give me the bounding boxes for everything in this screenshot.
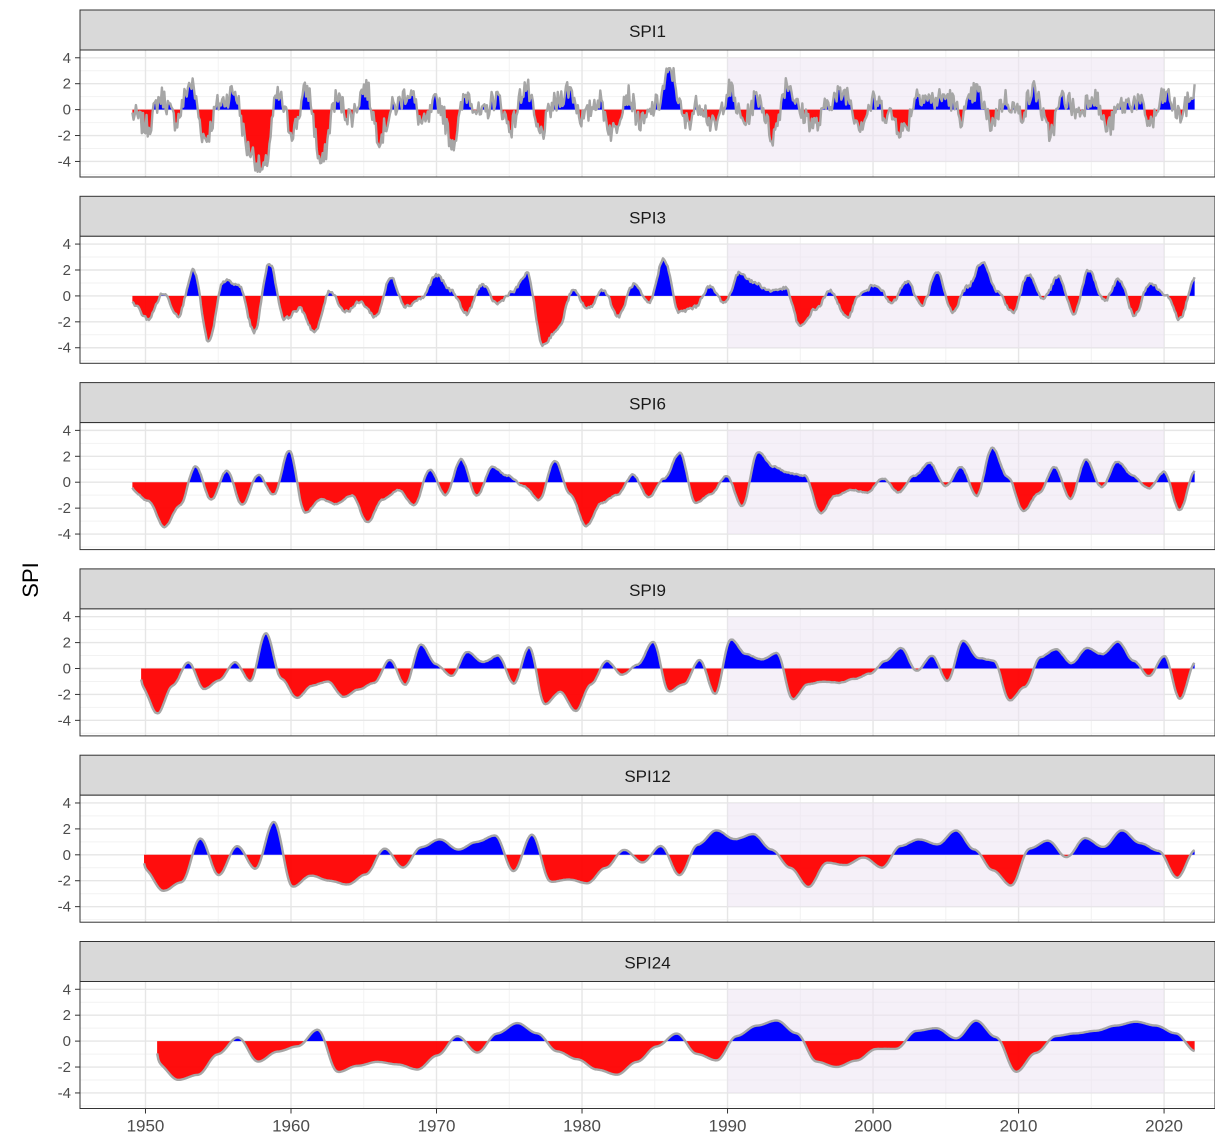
x-tick-label: 2000 — [854, 1117, 892, 1136]
x-tick-label: 1970 — [418, 1117, 456, 1136]
facet-label: SPI9 — [629, 581, 666, 600]
y-tick-label: 2 — [63, 76, 71, 93]
facet-strip — [79, 754, 1215, 796]
y-tick-label: -4 — [58, 899, 71, 916]
x-tick-label: 1960 — [272, 1117, 310, 1136]
y-axis: -4 -2 0 2 4 — [58, 236, 80, 357]
y-tick-label: 2 — [63, 1007, 71, 1024]
x-tick-label: 1980 — [563, 1117, 601, 1136]
y-tick-label: -2 — [58, 128, 71, 145]
facet-strip — [79, 9, 1215, 51]
positive-area — [188, 447, 1195, 483]
y-tick-label: 4 — [63, 422, 71, 439]
facet-strip — [79, 382, 1215, 424]
y-axis: -4 -2 0 2 4 — [58, 422, 80, 543]
x-tick-label: 1950 — [127, 1117, 165, 1136]
y-axis: -4 -2 0 2 4 — [58, 609, 80, 729]
y-tick-label: 2 — [63, 448, 71, 465]
negative-area — [157, 1041, 1195, 1080]
series-line-spi3 — [131, 257, 1196, 348]
series-area-spi24 — [157, 1020, 1195, 1080]
y-tick-label: 4 — [63, 795, 71, 812]
series-area-spi12 — [144, 821, 1195, 891]
series-line-spi6 — [131, 446, 1196, 529]
y-tick-label: 0 — [63, 847, 71, 864]
positive-area — [159, 258, 1195, 296]
panel-spi6: SPI6 -4 -2 0 2 4 — [58, 382, 1215, 551]
panel-border — [79, 794, 1215, 923]
y-tick-label: -4 — [58, 526, 71, 543]
y-tick-label: 2 — [63, 635, 71, 652]
y-tick-label: -4 — [58, 1085, 71, 1102]
y-tick-label: 4 — [63, 236, 71, 253]
x-tick-label: 2020 — [1145, 1117, 1183, 1136]
y-tick-label: 0 — [63, 474, 71, 491]
facet-label: SPI3 — [629, 208, 666, 227]
panel-spi24: SPI24 -4 -2 0 2 4 — [58, 941, 1215, 1109]
panel-border — [79, 235, 1215, 364]
positive-area — [183, 633, 1195, 669]
series-line-spi1 — [131, 66, 1196, 174]
negative-area — [144, 854, 1191, 891]
panel-spi1: SPI1 -4 -2 0 2 4 — [58, 9, 1215, 178]
negative-area — [132, 482, 1190, 528]
y-tick-label: -2 — [58, 873, 71, 890]
y-tick-label: 4 — [63, 50, 71, 67]
facet-label: SPI12 — [624, 767, 670, 786]
series-line-spi12 — [142, 820, 1196, 892]
facet-label: SPI1 — [629, 22, 666, 41]
facet-label: SPI24 — [624, 954, 670, 973]
y-tick-label: 4 — [63, 981, 71, 998]
y-tick-label: -2 — [58, 1059, 71, 1076]
y-tick-label: 0 — [63, 1033, 71, 1050]
positive-area — [192, 821, 1195, 855]
facet-strip — [79, 568, 1215, 610]
y-axis: -4 -2 0 2 4 — [58, 981, 80, 1102]
positive-area — [231, 1020, 1185, 1042]
y-tick-label: 2 — [63, 262, 71, 279]
y-tick-label: -2 — [58, 500, 71, 517]
y-tick-label: -4 — [58, 153, 71, 170]
series-line-spi24 — [155, 1019, 1196, 1082]
panel-border — [79, 608, 1215, 737]
series-area-spi6 — [132, 447, 1195, 528]
y-tick-label: 0 — [63, 661, 71, 678]
y-tick-label: 2 — [63, 821, 71, 838]
panel-border — [79, 49, 1215, 178]
y-axis: -4 -2 0 2 4 — [58, 795, 80, 916]
x-tick-label: 1990 — [709, 1117, 747, 1136]
y-tick-label: 0 — [63, 288, 71, 305]
panel-border — [79, 981, 1215, 1109]
y-tick-label: -4 — [58, 712, 71, 729]
panel-spi3: SPI3 -4 -2 0 2 4 — [58, 195, 1215, 364]
y-axis: -4 -2 0 2 4 — [58, 50, 80, 170]
panel-spi12: SPI12 -4 -2 0 2 4 — [58, 754, 1215, 923]
x-tick-label: 2010 — [1000, 1117, 1038, 1136]
facet-strip — [79, 195, 1215, 237]
y-axis-title: SPI — [18, 562, 43, 597]
y-tick-label: 0 — [63, 102, 71, 119]
x-axis: 1950 1960 1970 1980 1990 2000 2010 2020 — [127, 1108, 1183, 1136]
y-tick-label: -2 — [58, 686, 71, 703]
series-area-spi9 — [141, 633, 1195, 714]
series-line-spi9 — [139, 632, 1196, 715]
y-tick-label: -2 — [58, 314, 71, 331]
panel-border — [79, 422, 1215, 551]
panels-layer: SPI1-4-2024SPI3-4-2024SPI6-4-2024SPI9-4-… — [58, 9, 1215, 1109]
y-tick-label: 4 — [63, 609, 71, 626]
panel-spi9: SPI9 -4 -2 0 2 4 — [58, 568, 1215, 737]
facet-strip — [79, 941, 1215, 982]
y-tick-label: -4 — [58, 340, 71, 357]
facet-label: SPI6 — [629, 395, 666, 414]
series-area-spi3 — [132, 258, 1195, 346]
negative-area — [141, 668, 1192, 714]
